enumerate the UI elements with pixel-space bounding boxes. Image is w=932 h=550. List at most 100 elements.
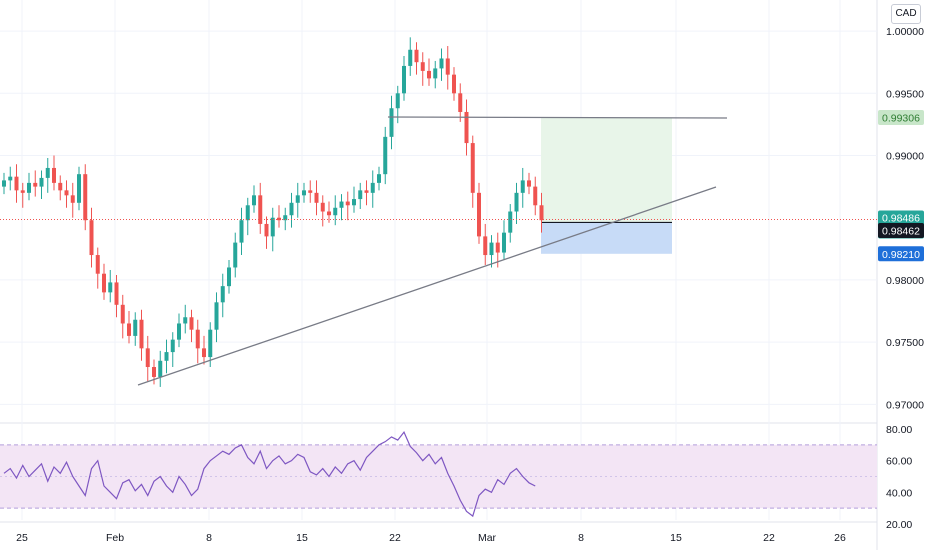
candle-body [127,323,131,336]
price-tick-label: 0.97500 [886,337,924,349]
candle-body [533,186,538,206]
candle-body [114,282,119,305]
candle-body [402,65,406,94]
candle-body [389,108,394,137]
candle-body [370,182,375,193]
candle-body [177,323,181,340]
stop-price-badge [878,246,924,262]
candle-body [70,195,75,203]
candle-body [145,348,150,368]
candle-body [239,220,244,243]
candle-body [408,49,413,66]
candle-body [214,302,219,330]
candle-body [264,223,269,237]
candle-body [27,182,31,193]
candle-body [14,176,19,191]
candle-body [195,329,200,349]
candle-body [64,190,69,196]
candle-body [364,190,369,193]
stop-zone[interactable] [541,222,672,254]
candle-body [164,352,169,361]
candle-body [495,242,500,253]
x-tick-label: Mar [478,532,497,544]
candle-body [133,319,138,336]
candle-body [377,174,381,183]
candle-body [345,201,350,206]
candle-body [352,199,356,206]
price-tick-label: 0.99000 [886,151,924,163]
candle-body [77,174,81,203]
price-tick-label: 0.99500 [886,88,924,100]
candle-body [252,195,256,206]
candle-body [539,205,544,221]
candle-body [83,174,88,221]
candle-body [433,68,438,79]
target-price-badge-text: 0.99306 [882,112,920,124]
price-tick-label: 1.00000 [886,26,924,38]
candle-body [295,195,300,203]
candle-body [58,182,63,191]
candle-body [170,339,175,353]
x-tick-label: 22 [389,532,401,544]
candle-body [233,242,238,268]
candle-body [39,177,44,187]
candle-body [302,190,306,196]
candle-body [470,143,475,193]
candle-body [358,190,363,200]
candle-body [333,207,338,216]
rsi-tick-label: 20.00 [886,519,912,531]
x-tick-label: 15 [670,532,682,544]
candle-body [45,167,50,178]
candle-body [139,319,144,349]
candle-body [464,111,469,144]
candle-body [502,232,506,253]
rsi-line [3,431,536,518]
candle-body [477,192,481,237]
candle-body [227,267,231,287]
resistance-line[interactable] [387,116,728,119]
rsi-tick-label: 60.00 [886,456,912,468]
currency-selector[interactable]: CAD [891,4,921,24]
current-price-text: 0.98486 [882,212,920,224]
candle-body [383,136,388,175]
candle-body [320,202,325,212]
candle-body [208,329,213,358]
target-zone[interactable] [541,117,672,223]
candle-body [189,317,194,330]
candle-body [283,215,288,221]
entry-price-badge [878,222,924,238]
candle-body [508,211,513,233]
candle-body [33,182,38,187]
candle-body [314,192,319,203]
candle-body [108,282,113,293]
candle-body [439,58,444,69]
candle-body [270,217,275,237]
candle-body [445,58,450,75]
entry-price-badge-text: 0.98462 [882,225,920,237]
candle-body [514,192,519,212]
x-tick-label: 26 [834,532,846,544]
candle-body [427,70,431,79]
candle-body [395,93,400,109]
rsi-tick-label: 40.00 [886,487,912,499]
target-price-badge [878,109,924,125]
price-tick-label: 0.98000 [886,275,924,287]
candle-body [8,176,13,181]
price-tick-label: 0.97000 [886,399,924,411]
candle-body [339,201,344,208]
candle-body [258,195,263,224]
x-tick-label: 8 [578,532,584,544]
candle-body [89,220,94,256]
candle-body [158,360,163,377]
candle-body [20,190,25,193]
rsi-tick-label: 80.00 [886,424,912,436]
candle-body [52,167,56,183]
rising-trendline[interactable] [137,186,717,386]
candle-body [308,190,313,193]
candle-body [452,74,456,94]
stop-price-badge-text: 0.98210 [882,249,920,261]
candle-body [527,180,531,187]
candle-body [414,49,419,63]
candle-body [420,62,425,71]
